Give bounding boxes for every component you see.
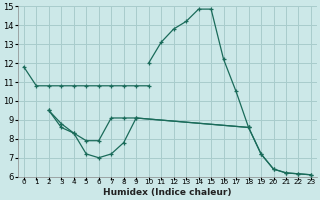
X-axis label: Humidex (Indice chaleur): Humidex (Indice chaleur) [103, 188, 232, 197]
